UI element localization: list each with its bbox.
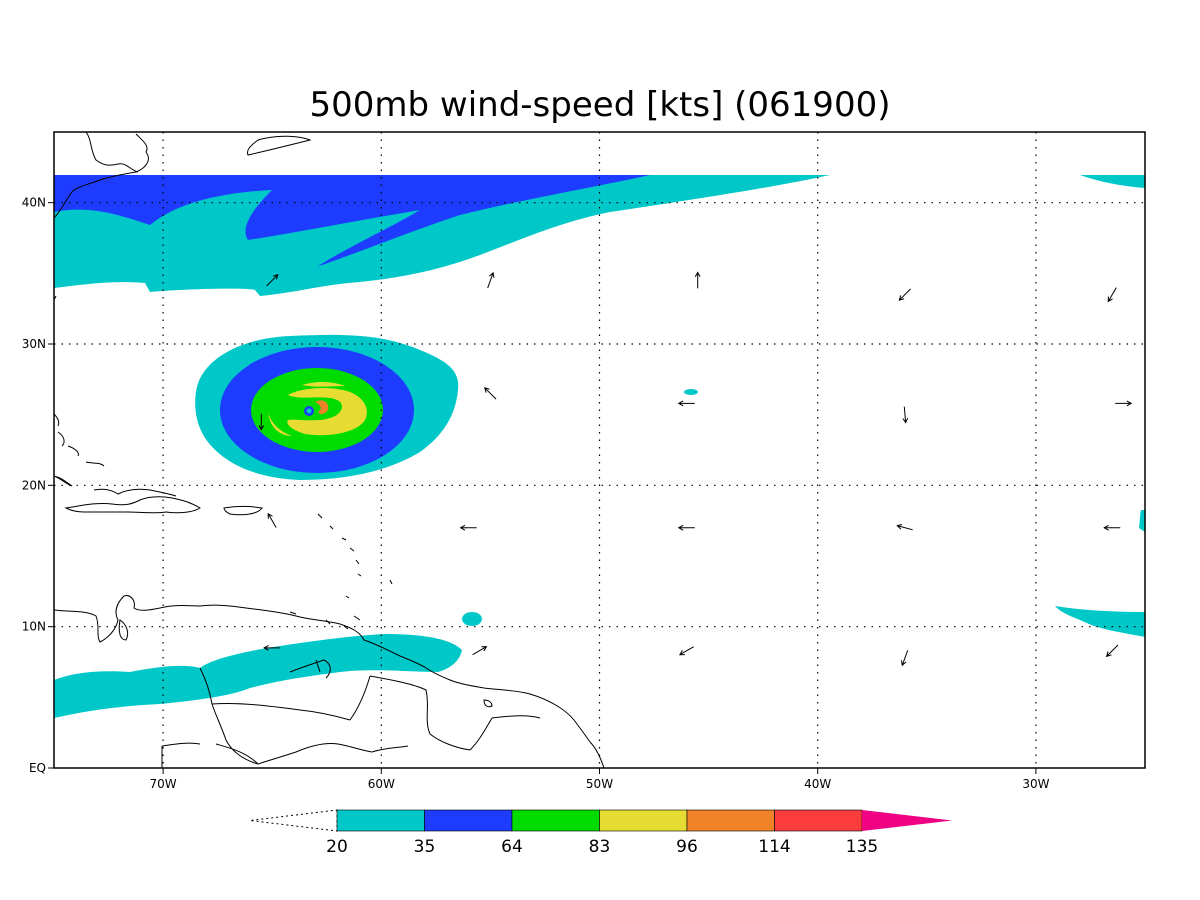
map-title: 500mb wind-speed [kts] (061900)	[310, 85, 891, 125]
colorbar-low-extension	[249, 809, 338, 832]
lon-tick-label: 70W	[150, 777, 177, 791]
lat-tick-label: 20N	[22, 478, 46, 492]
colorbar-level-label: 96	[676, 837, 698, 857]
cyclone-eye-cyan	[306, 408, 312, 414]
wind-vector-2	[694, 271, 701, 289]
colorbar-level-label: 135	[846, 837, 878, 857]
northeast-patch-cyan	[1080, 175, 1145, 188]
wind-vector-16	[472, 646, 488, 656]
wind-vector-6	[484, 387, 497, 400]
lon-tick-label: 40W	[804, 777, 831, 791]
colorbar-segment-5	[774, 809, 863, 832]
colorbar-segment-0	[336, 809, 425, 832]
wind-vector-18	[900, 650, 909, 667]
colorbar-level-label: 83	[589, 837, 611, 857]
lon-tick-label: 30W	[1022, 777, 1049, 791]
patch-cyan-b	[462, 612, 482, 626]
wind-vector-0	[266, 274, 279, 287]
wind-vector-19	[1105, 644, 1119, 658]
wind-vector-12	[677, 524, 695, 531]
lon-tick-label: 50W	[586, 777, 613, 791]
wind-vector-7	[677, 400, 695, 407]
south-band-cyan	[54, 634, 462, 718]
colorbar-segment-2	[511, 809, 600, 832]
wind-vector-17	[678, 646, 694, 656]
patch-cyan-a	[684, 389, 698, 395]
colorbar-level-label: 35	[414, 837, 436, 857]
colorbar-level-label: 64	[501, 837, 523, 857]
colorbar-level-label: 20	[326, 837, 348, 857]
lon-tick-label: 60W	[368, 777, 395, 791]
coastlines	[54, 132, 605, 768]
colorbar-segment-1	[424, 809, 513, 832]
jet-band-cyan	[54, 175, 830, 296]
colorbar-segment-4	[686, 809, 775, 832]
wind-speed-contours	[54, 175, 1145, 718]
wind-vector-4	[1107, 287, 1117, 303]
lat-tick-label: EQ	[29, 761, 46, 775]
wind-vector-5	[258, 413, 265, 431]
cyclone-ring-83	[268, 382, 367, 436]
lat-tick-label: 10N	[22, 620, 46, 634]
wind-vector-15	[263, 645, 281, 651]
lat-tick-label: 30N	[22, 337, 46, 351]
axis-labels: 70W 60W 50W 40W 30W 40N 30N 20N 10N EQ	[22, 196, 1050, 791]
wind-vector-14	[1103, 524, 1121, 531]
east-band-cyan	[1055, 606, 1145, 637]
wind-vector-1	[487, 271, 495, 289]
colorbar-level-label: 114	[758, 837, 790, 857]
jet-band-blue	[54, 175, 650, 266]
wind-vector-3	[898, 288, 911, 301]
colorbar-high-extension	[862, 810, 952, 831]
wind-vector-8	[902, 406, 909, 424]
patch-cyan-c	[1139, 510, 1145, 532]
wind-vector-10	[267, 512, 277, 528]
lat-tick-label: 40N	[22, 196, 46, 210]
graticule	[54, 132, 1145, 768]
cyclone-ring-64	[251, 368, 383, 452]
colorbar-segment-3	[599, 809, 688, 832]
wind-vector-9	[1115, 400, 1133, 407]
wind-vector-11	[459, 524, 477, 531]
wind-vector-13	[896, 523, 913, 531]
wind-vectors	[258, 271, 1133, 667]
colorbar: 20 35 64 83 96 114 135	[249, 809, 952, 857]
cyclone-ring-96	[315, 400, 329, 415]
